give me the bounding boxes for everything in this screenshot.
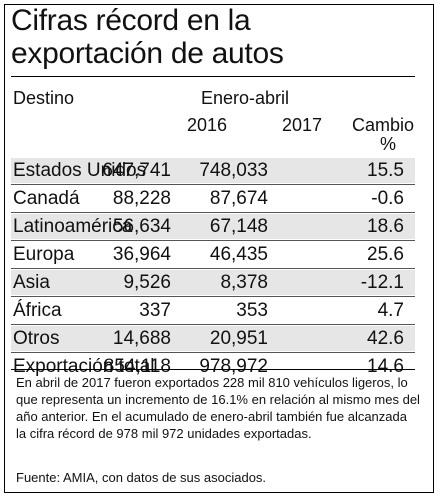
cell-2016: 854,118: [103, 356, 171, 377]
header-cambio: Cambio: [352, 115, 415, 135]
footnote: En abril de 2017 fueron exportados 228 m…: [16, 375, 420, 441]
header-rule: [11, 76, 415, 77]
cell-cambio: -12.1: [360, 272, 404, 293]
cell-destino: Otros: [13, 328, 60, 349]
cell-cambio: 18.6: [367, 216, 404, 237]
table-frame: [4, 4, 434, 493]
cell-2016: 56,634: [112, 216, 171, 237]
row-separator: [11, 296, 415, 297]
cell-2017: 67,148: [209, 216, 268, 237]
cell-2016: 9,526: [123, 272, 171, 293]
cell-2017: 748,033: [199, 160, 268, 181]
header-year-2017: 2017: [282, 115, 323, 135]
header-destino: Destino: [13, 88, 75, 108]
cell-destino: Exportación total: [13, 356, 155, 377]
header-percent: %: [380, 134, 397, 154]
cell-cambio: 15.5: [367, 160, 404, 181]
row-separator: [11, 212, 415, 213]
row-separator: [11, 352, 415, 353]
table-row: Estados Unidos 647,741 748,033 15.5: [11, 158, 415, 183]
title-line-2: exportación de autos: [11, 37, 284, 70]
cell-2017: 46,435: [209, 244, 268, 265]
table-row: África 337 353 4.7: [11, 298, 415, 323]
cell-2016: 337: [139, 300, 171, 321]
cell-destino: África: [13, 300, 62, 321]
cell-cambio: 25.6: [367, 244, 404, 265]
cell-2016: 647,741: [102, 160, 171, 181]
table-row: Asia 9,526 8,378 -12.1: [11, 270, 415, 295]
cell-2016: 88,228: [112, 188, 171, 209]
cell-cambio: 42.6: [367, 328, 404, 349]
table-row: Otros 14,688 20,951 42.6: [11, 326, 415, 351]
title-line-1: Cifras récord en la: [11, 4, 251, 37]
cell-cambio: 4.7: [377, 300, 404, 321]
table-row: Europa 36,964 46,435 25.6: [11, 242, 415, 267]
footer-rule: [11, 369, 415, 370]
row-separator: [11, 324, 415, 325]
source-line: Fuente: AMIA, con datos de sus asociados…: [16, 470, 267, 485]
cell-destino: Latinoamérica: [13, 216, 133, 237]
page-title: Cifras récord en la exportación de autos: [11, 4, 284, 70]
header-period: Enero-abril: [201, 88, 290, 108]
cell-destino: Asia: [13, 272, 50, 293]
cell-2017: 87,674: [209, 188, 268, 209]
row-separator: [11, 240, 415, 241]
cell-destino: Europa: [13, 244, 75, 265]
cell-cambio: 14.6: [367, 356, 404, 377]
cell-2017: 978,972: [199, 356, 268, 377]
cell-2017: 20,951: [209, 328, 268, 349]
cell-2016: 36,964: [112, 244, 171, 265]
row-separator: [11, 184, 415, 185]
table-row: Latinoamérica 56,634 67,148 18.6: [11, 214, 415, 239]
cell-2017: 353: [236, 300, 268, 321]
cell-2017: 8,378: [220, 272, 268, 293]
cell-destino: Canadá: [13, 188, 80, 209]
row-separator: [11, 268, 415, 269]
table-row: Canadá 88,228 87,674 -0.6: [11, 186, 415, 211]
table-row: Exportación total 854,118 978,972 14.6: [11, 354, 415, 379]
cell-cambio: -0.6: [371, 188, 404, 209]
header-year-2016: 2016: [187, 115, 228, 135]
cell-2016: 14,688: [112, 328, 171, 349]
cell-destino: Estados Unidos: [13, 160, 147, 181]
